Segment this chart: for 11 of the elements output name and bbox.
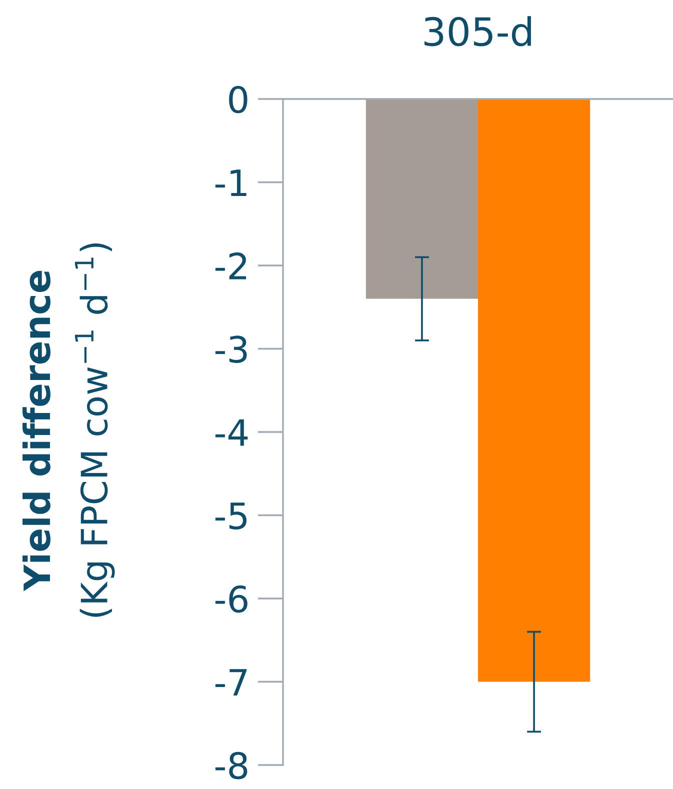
y-tick-label: -4: [215, 419, 248, 446]
y-tick-label: -5: [215, 502, 247, 530]
y-tick-label: -8: [215, 752, 248, 780]
y-axis-title: Yield difference (Kg FPCM cow$^{−1}$ d$^{−1}$): [22, 243, 115, 617]
chart-title: 305-d: [424, 16, 531, 46]
y-tick-label: -6: [215, 585, 248, 613]
y-tick-label: -1: [215, 170, 246, 196]
y-tick-label: -7: [215, 669, 247, 696]
y-tick-label: 0: [229, 86, 248, 114]
y-tick-label: -2: [215, 252, 246, 280]
y-tick-label: -3: [215, 336, 247, 363]
